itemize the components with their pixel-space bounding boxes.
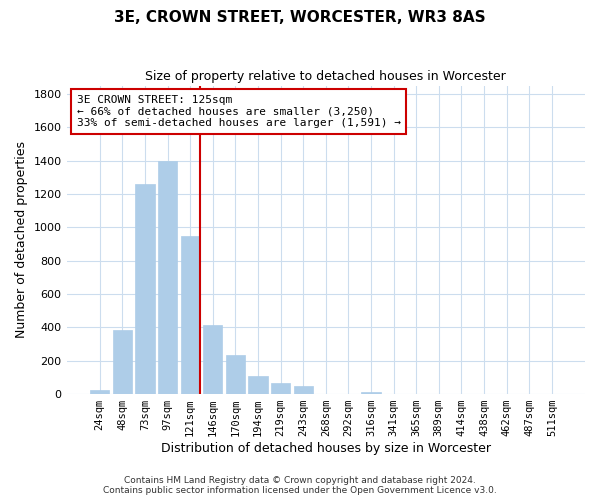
Bar [90, 390, 109, 394]
Bar [113, 330, 132, 394]
Bar [203, 325, 223, 394]
Title: Size of property relative to detached houses in Worcester: Size of property relative to detached ho… [145, 70, 506, 83]
Text: Contains HM Land Registry data © Crown copyright and database right 2024.
Contai: Contains HM Land Registry data © Crown c… [103, 476, 497, 495]
Text: 3E CROWN STREET: 125sqm
← 66% of detached houses are smaller (3,250)
33% of semi: 3E CROWN STREET: 125sqm ← 66% of detache… [77, 95, 401, 128]
Bar [361, 392, 380, 394]
Bar [136, 184, 155, 394]
X-axis label: Distribution of detached houses by size in Worcester: Distribution of detached houses by size … [161, 442, 491, 455]
Bar [248, 376, 268, 394]
Bar [226, 355, 245, 394]
Bar [181, 236, 200, 394]
Y-axis label: Number of detached properties: Number of detached properties [15, 142, 28, 338]
Bar [158, 162, 177, 394]
Text: 3E, CROWN STREET, WORCESTER, WR3 8AS: 3E, CROWN STREET, WORCESTER, WR3 8AS [114, 10, 486, 25]
Bar [271, 383, 290, 394]
Bar [293, 386, 313, 394]
